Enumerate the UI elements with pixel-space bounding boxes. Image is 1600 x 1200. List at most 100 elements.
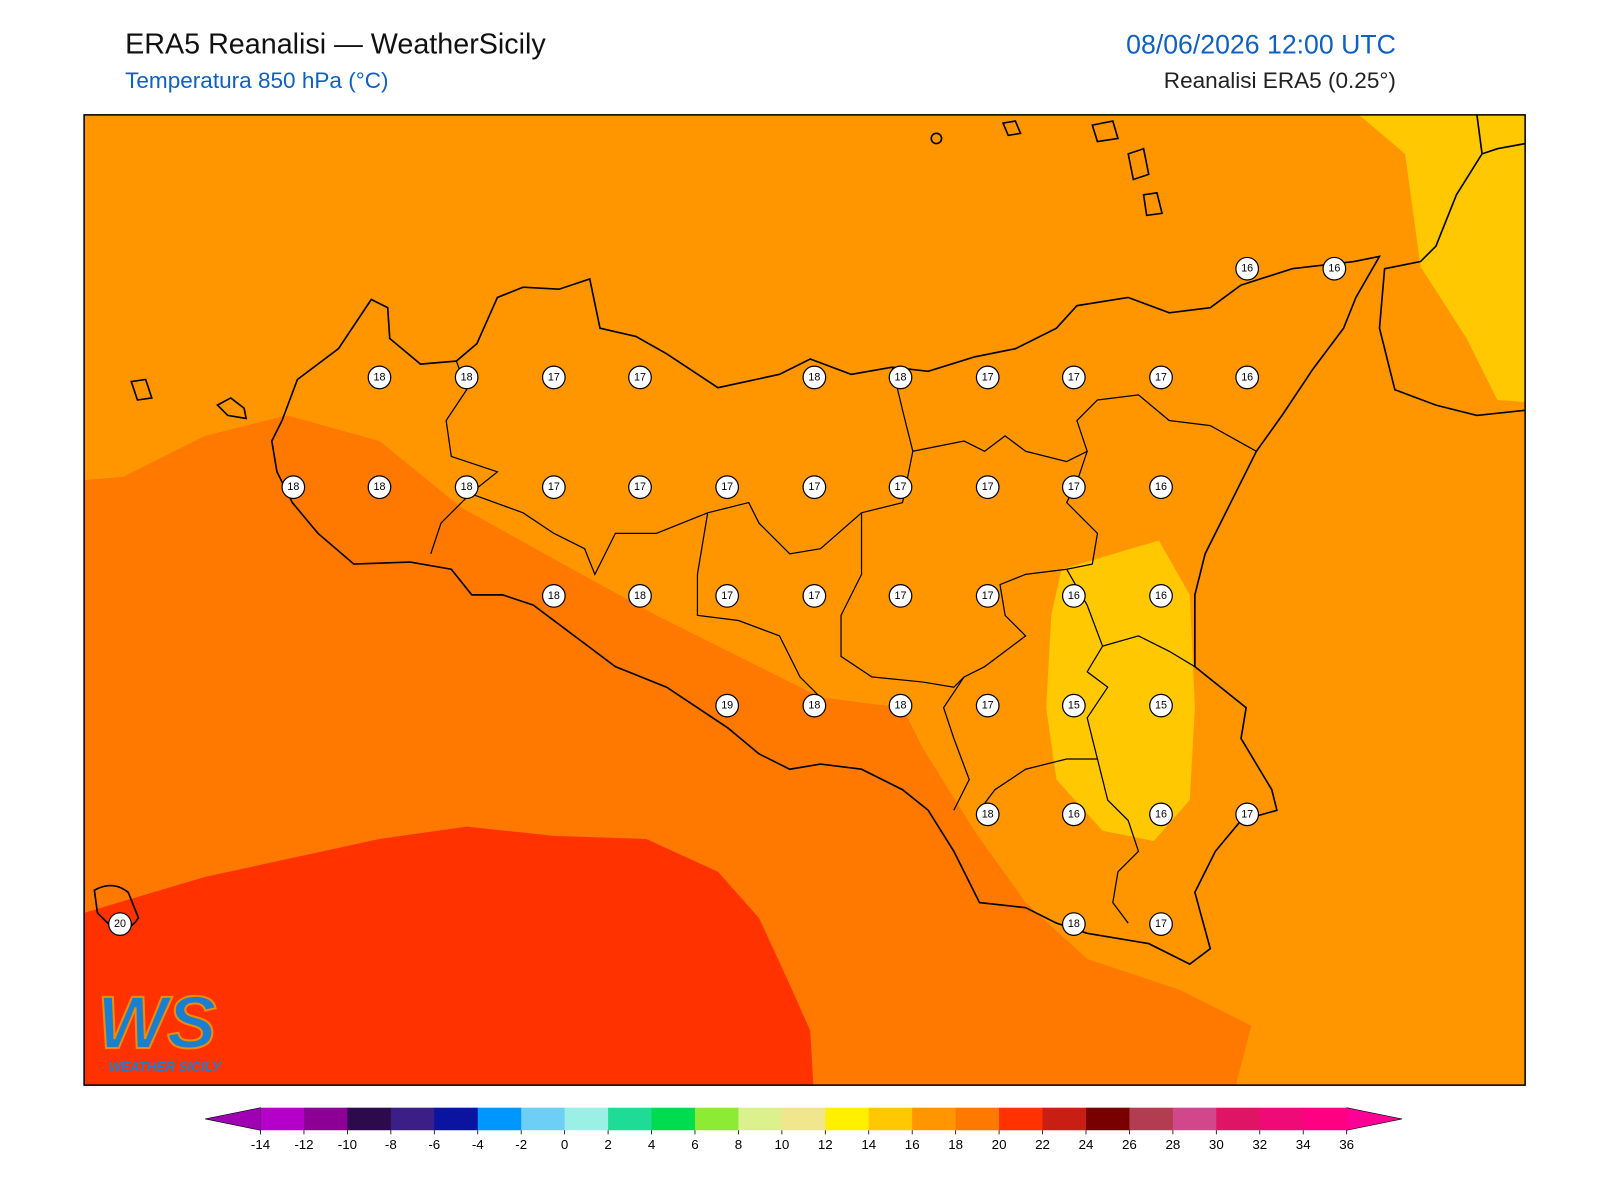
colorbar-tick-label: 30: [1209, 1137, 1224, 1152]
station-value: 16: [1068, 808, 1080, 820]
station-marker: [888, 583, 913, 608]
station-marker: [1061, 365, 1086, 390]
colorbar-swatch: [1085, 1107, 1130, 1131]
station-marker: [628, 475, 652, 500]
station-value: 20: [114, 918, 126, 930]
title: ERA5 Reanalisi — WeatherSicily: [125, 28, 546, 60]
colorbar-tick-label: 22: [1035, 1137, 1050, 1152]
colorbar-tick-label: 36: [1339, 1137, 1354, 1152]
subtitle: Temperatura 850 hPa (°C): [125, 68, 388, 93]
station-marker: [1149, 365, 1173, 390]
station-marker: [1149, 693, 1173, 718]
colorbar-tick-label: 24: [1079, 1137, 1094, 1152]
station-value: 19: [721, 700, 733, 712]
station-value: 16: [1155, 481, 1167, 493]
station-value: 17: [895, 590, 907, 602]
colorbar-tick-label: 32: [1252, 1137, 1267, 1152]
station-marker: [108, 912, 132, 936]
colorbar-swatch: [912, 1107, 957, 1131]
station-marker: [975, 802, 1000, 827]
station-marker: [1061, 693, 1086, 718]
station-marker: [802, 475, 827, 500]
station-marker: [628, 365, 652, 390]
colorbar-tick-label: 16: [905, 1137, 920, 1152]
colorbar-tick-label: 14: [861, 1137, 876, 1152]
colorbar-swatch: [1303, 1107, 1348, 1131]
map-frame: [83, 114, 1526, 1086]
station-value: 18: [895, 700, 907, 712]
station-value: 18: [982, 808, 994, 820]
station-value: 17: [1155, 918, 1167, 930]
station-value: 18: [808, 700, 820, 712]
station-value: 17: [1241, 808, 1253, 820]
field-14-16: [1046, 540, 1195, 842]
station-value: 17: [982, 371, 994, 383]
station-marker: [802, 693, 827, 718]
station-value: 18: [808, 371, 820, 383]
station-marker: [802, 365, 827, 390]
colorbar-swatch: [347, 1107, 392, 1131]
station-value: 17: [808, 590, 820, 602]
station-value: 18: [461, 481, 473, 493]
colorbar-tick-label: -2: [515, 1137, 527, 1152]
station-value: 17: [895, 481, 907, 493]
station-value: 17: [808, 481, 820, 493]
logo-mark: WS: [97, 981, 216, 1064]
station-value: 17: [548, 481, 560, 493]
colorbar-swatch: [1129, 1107, 1174, 1131]
station-marker: [367, 365, 392, 390]
station-marker: [715, 583, 740, 608]
colorbar-swatch: [651, 1107, 696, 1131]
station-marker: [975, 365, 1000, 390]
station-value: 17: [982, 590, 994, 602]
colorbar-swatch: [781, 1107, 826, 1131]
station-value: 18: [374, 481, 386, 493]
colorbar-swatch: [564, 1107, 609, 1131]
colorbar-tick-label: 2: [604, 1137, 611, 1152]
colorbar-swatch: [1259, 1107, 1304, 1131]
station-marker: [975, 475, 1000, 500]
colorbar-swatch: [1042, 1107, 1087, 1131]
colorbar-tick-label: 4: [648, 1137, 656, 1152]
station-marker: [1061, 912, 1086, 936]
colorbar-tick-label: 18: [948, 1137, 963, 1152]
station-value: 17: [982, 700, 994, 712]
colorbar-swatch: [434, 1107, 479, 1131]
station-value: 16: [1155, 590, 1167, 602]
source: Reanalisi ERA5 (0.25°): [1164, 68, 1396, 93]
station-marker: [888, 693, 913, 718]
station-value: 17: [548, 371, 560, 383]
station-value: 18: [634, 590, 646, 602]
station-value: 16: [1241, 371, 1253, 383]
colorbar-swatch: [390, 1107, 435, 1131]
colorbar-tick-label: 6: [691, 1137, 698, 1152]
station-value: 17: [1068, 481, 1080, 493]
colorbar-tick-label: 0: [561, 1137, 568, 1152]
colorbar-swatch: [694, 1107, 739, 1131]
station-marker: [281, 475, 306, 500]
station-value: 17: [1068, 371, 1080, 383]
station-marker: [715, 475, 740, 500]
colorbar-swatch: [825, 1107, 870, 1131]
station-marker: [888, 365, 913, 390]
station-marker: [541, 583, 566, 608]
station-value: 16: [1328, 263, 1340, 275]
station-value: 18: [374, 371, 386, 383]
station-marker: [1061, 802, 1086, 827]
station-marker: [802, 583, 827, 608]
station-value: 18: [461, 371, 473, 383]
station-value: 17: [634, 481, 646, 493]
temperature-field: [84, 114, 1526, 1086]
station-value: 18: [1068, 918, 1080, 930]
station-marker: [1149, 475, 1173, 500]
colorbar-tick-label: 26: [1122, 1137, 1137, 1152]
station-marker: [1235, 256, 1260, 281]
station-value: 17: [634, 371, 646, 383]
station-value: 17: [1155, 371, 1167, 383]
station-marker: [367, 475, 392, 500]
colorbar-tick-label: -4: [472, 1137, 484, 1152]
colorbar-swatch: [1216, 1107, 1261, 1131]
station-value: 17: [982, 481, 994, 493]
